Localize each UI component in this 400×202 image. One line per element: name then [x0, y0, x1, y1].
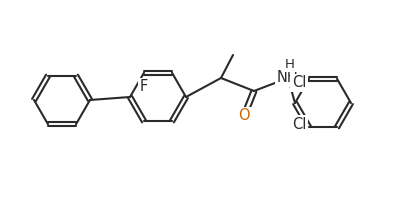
Text: F: F: [140, 79, 148, 94]
Text: O: O: [238, 108, 250, 123]
Text: H: H: [285, 58, 295, 70]
Text: NH: NH: [277, 70, 299, 85]
Text: Cl: Cl: [292, 75, 306, 90]
Text: Cl: Cl: [292, 117, 306, 132]
